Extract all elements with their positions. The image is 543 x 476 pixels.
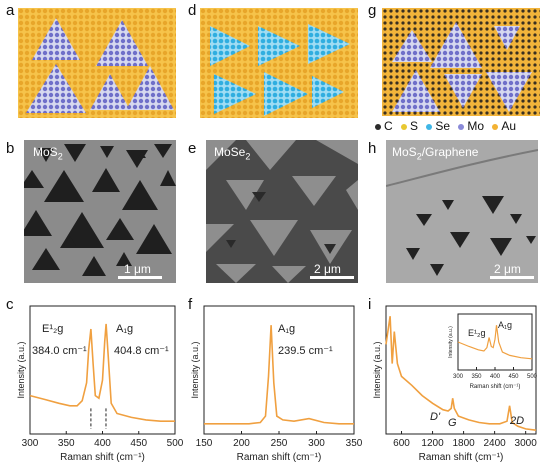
chart-f-peak-label-0: 239.5 cm⁻¹ xyxy=(278,345,333,357)
chart-c-series-line xyxy=(29,323,175,422)
chart-i-xtick-label-3: 2400 xyxy=(483,438,506,449)
chart-c-peak-name-0: E¹₂g xyxy=(42,323,63,335)
legend-au: Au xyxy=(492,119,516,133)
panel-a-model xyxy=(18,8,176,118)
chart-c-ylabel: Intensity (a.u.) xyxy=(16,341,26,398)
chart-i-series-line xyxy=(385,316,537,431)
chart-i-annotation-1: G xyxy=(448,417,457,429)
legend-au-swatch xyxy=(492,123,499,130)
chart-c-peak-label-0: 384.0 cm⁻¹ xyxy=(32,345,87,357)
panel-label-h: h xyxy=(368,140,377,157)
panel-e-image-label: MoSe2 xyxy=(214,145,251,162)
chart-i-inset-xtick-label-0: 300 xyxy=(453,374,464,380)
chart-c-xtick-label-1: 350 xyxy=(58,438,75,449)
chart-f-series-line xyxy=(204,325,354,425)
legend-se-swatch xyxy=(426,123,433,130)
chart-f-peak-name-0: A₁g xyxy=(278,323,295,335)
panel-e-sem-image xyxy=(206,140,358,283)
legend-mo-swatch xyxy=(458,123,465,130)
chart-f-xtick-label-1: 200 xyxy=(233,438,250,449)
chart-i-inset-xlabel: Raman shift (cm⁻¹) xyxy=(470,384,521,390)
panel-label-f: f xyxy=(188,296,193,313)
chart-i-annotation-2: 2D xyxy=(509,415,524,427)
legend-se: Se xyxy=(426,119,450,133)
panel-b-scalebar-label: 1 μm xyxy=(124,262,151,276)
panel-label-i: i xyxy=(368,296,372,313)
panel-h-image-label: MoS2/Graphene xyxy=(392,145,479,162)
chart-i-inset-xtick-label-1: 350 xyxy=(471,374,482,380)
chart-i-inset-series-line xyxy=(457,325,533,360)
panel-h-sem-image xyxy=(386,140,538,283)
legend-mo: Mo xyxy=(458,119,484,133)
chart-c-xtick-label-3: 450 xyxy=(130,438,147,449)
chart-i-frame xyxy=(385,305,537,435)
chart-i-inset-xtick-label-4: 500 xyxy=(527,374,538,380)
panel-label-c: c xyxy=(6,296,14,313)
chart-i-xtick-label-1: 1200 xyxy=(421,438,444,449)
panel-label-g: g xyxy=(368,2,377,19)
raman-chart-c: 300 350 400 450 500 Raman shift (cm⁻¹) Intensi… xyxy=(16,305,183,463)
chart-i-inset-xtick-label-2: 400 xyxy=(490,374,501,380)
chart-f-xlabel: Raman shift (cm⁻¹) xyxy=(237,452,322,463)
chart-i-inset-peak-1: A₁g xyxy=(498,320,512,330)
legend-s: S xyxy=(401,119,418,133)
chart-f-xtick-label-3: 300 xyxy=(308,438,325,449)
panel-label-e: e xyxy=(188,140,197,157)
chart-c-peak-name-1: A₁g xyxy=(116,323,133,335)
raman-chart-f: 150 200 250 300 350 Raman shift (cm⁻¹) Intensi… xyxy=(190,305,363,463)
chart-c-xtick-label-4: 500 xyxy=(167,438,183,449)
panel-b-image-label: MoS2 xyxy=(33,145,63,162)
chart-i-inset-xtick-label-3: 450 xyxy=(508,374,519,380)
legend-c: C xyxy=(375,119,393,133)
panel-label-d: d xyxy=(188,2,197,19)
chart-i-xtick-label-0: 600 xyxy=(393,438,410,449)
raman-chart-i: 600 1200 1800 2400 3000 Raman shift (cm⁻¹) Int… xyxy=(372,305,538,463)
chart-i-inset-ylabel: Intensity (a.u.) xyxy=(448,326,454,358)
chart-f-ylabel: Intensity (a.u.) xyxy=(190,341,200,398)
chart-i-xlabel: Raman shift (cm⁻¹) xyxy=(419,452,504,463)
chart-f-xtick-label-0: 150 xyxy=(196,438,213,449)
panel-label-b: b xyxy=(6,140,15,157)
panel-g-model xyxy=(382,8,540,116)
chart-c-xlabel: Raman shift (cm⁻¹) xyxy=(60,452,145,463)
chart-i-annotation-0: D' xyxy=(430,411,441,423)
chart-i-ylabel: Intensity (a.u.) xyxy=(372,341,382,398)
chart-i-inset-peak-0: E¹₂g xyxy=(468,328,486,338)
atom-legend: C S Se Mo Au xyxy=(375,119,521,133)
chart-c-xtick-label-2: 400 xyxy=(94,438,111,449)
legend-c-swatch xyxy=(375,123,381,130)
legend-s-swatch xyxy=(401,123,408,130)
chart-i-xtick-label-2: 1800 xyxy=(452,438,475,449)
panel-b-sem-image xyxy=(24,140,176,283)
chart-f-xtick-label-4: 350 xyxy=(346,438,363,449)
chart-f-xtick-label-2: 250 xyxy=(271,438,288,449)
panel-d-model xyxy=(200,8,358,118)
chart-i-xtick-label-4: 3000 xyxy=(515,438,538,449)
chart-c-xtick-label-0: 300 xyxy=(22,438,39,449)
panel-label-a: a xyxy=(6,2,15,19)
chart-c-peak-label-1: 404.8 cm⁻¹ xyxy=(114,345,169,357)
panel-e-scalebar-label: 2 μm xyxy=(314,262,341,276)
panel-h-scalebar-label: 2 μm xyxy=(494,262,521,276)
